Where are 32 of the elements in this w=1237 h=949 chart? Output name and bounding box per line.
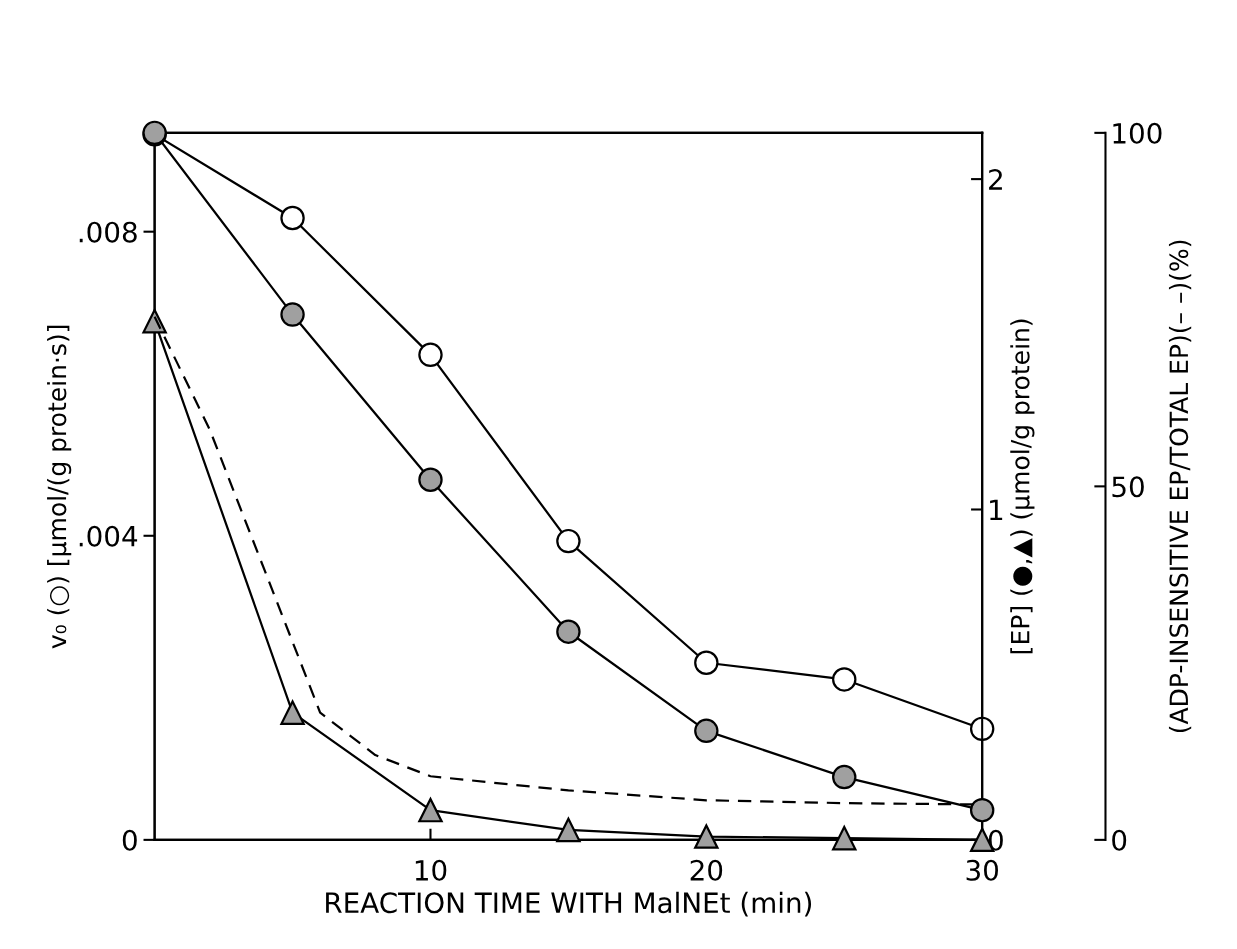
y-tick-label: .004: [79, 525, 138, 547]
y3-tick-label: 50: [1112, 476, 1144, 498]
y2-tick-label: 1: [990, 499, 1003, 521]
y3-axis-title: (ADP-INSENSITIVE EP∕TOTAL EP)(– –)(%): [1168, 240, 1192, 733]
point: [556, 619, 581, 644]
y-tick-label: .008: [79, 221, 137, 243]
y-axis-title: v₀ (○) [μmol∕(g protein·s)]: [47, 325, 72, 649]
y2-axis-title: [EP] (●,▲) (μmol∕g protein): [1010, 319, 1035, 654]
point: [556, 528, 581, 554]
x-axis-title: REACTION TIME WITH MalNEt (min): [326, 891, 812, 917]
point: [832, 764, 857, 790]
point: [418, 342, 443, 368]
x-tick-label: 20: [690, 859, 723, 881]
point: [280, 205, 305, 231]
point: [694, 650, 719, 675]
y2-tick-label: 2: [989, 169, 1002, 190]
point: [280, 302, 305, 327]
point: [694, 824, 719, 849]
point: [418, 797, 443, 823]
point: [832, 667, 857, 692]
y-tick-label: 0: [122, 829, 137, 851]
point: [969, 797, 995, 823]
point: [694, 718, 719, 744]
point: [556, 817, 581, 843]
x-tick-label: 30: [966, 859, 999, 881]
point: [280, 700, 305, 725]
point: [832, 825, 857, 851]
y3-tick-label: 100: [1113, 122, 1162, 144]
point: [418, 467, 443, 492]
x-tick-label: 10: [415, 859, 447, 881]
y3-tick-label: 0: [1112, 829, 1127, 851]
point: [969, 716, 995, 742]
